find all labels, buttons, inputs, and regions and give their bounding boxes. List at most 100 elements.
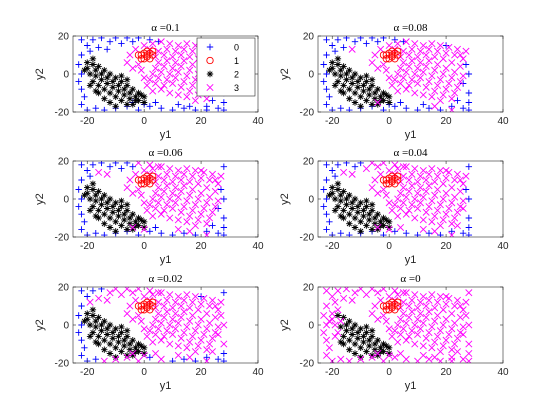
data-point-class-2 — [101, 67, 108, 74]
data-point-class-0 — [78, 70, 85, 78]
data-point-class-3 — [186, 178, 194, 186]
data-point-class-2 — [346, 220, 353, 227]
data-point-class-3 — [325, 317, 333, 325]
data-point-class-2 — [121, 216, 128, 224]
data-point-class-3 — [436, 41, 444, 50]
data-point-class-3 — [416, 59, 424, 67]
data-point-class-3 — [448, 231, 456, 237]
data-point-class-3 — [166, 321, 174, 329]
data-point-class-3 — [174, 91, 182, 99]
data-point-class-3 — [169, 178, 177, 186]
data-point-class-3 — [388, 206, 396, 214]
data-point-class-3 — [416, 298, 424, 306]
data-point-class-3 — [416, 199, 424, 207]
data-point-class-0 — [403, 105, 410, 112]
data-point-class-3 — [206, 193, 214, 201]
data-point-class-3 — [348, 170, 356, 178]
data-point-class-3 — [394, 291, 402, 299]
data-point-class-2 — [385, 99, 393, 106]
data-point-class-0 — [203, 228, 210, 235]
data-point-class-3 — [397, 315, 405, 323]
data-point-class-2 — [81, 192, 88, 199]
data-point-class-2 — [129, 211, 136, 218]
data-point-class-2 — [92, 338, 99, 346]
data-point-class-2 — [363, 222, 370, 229]
data-point-class-2 — [129, 86, 136, 93]
data-point-class-3 — [146, 76, 154, 84]
panel-title: α =0.06 — [149, 147, 183, 159]
data-point-class-2 — [92, 87, 99, 95]
data-point-class-0 — [75, 186, 82, 193]
data-point-class-2 — [106, 321, 114, 329]
data-point-class-3 — [448, 325, 456, 333]
data-point-class-3 — [208, 170, 216, 178]
data-point-class-3 — [397, 330, 405, 339]
data-point-class-2 — [374, 211, 381, 218]
data-point-class-3 — [419, 292, 427, 301]
data-point-class-3 — [368, 310, 376, 318]
data-point-class-3 — [200, 294, 208, 302]
data-point-class-2 — [115, 82, 122, 89]
data-point-class-3 — [451, 68, 459, 76]
data-point-class-3 — [217, 298, 225, 306]
data-point-class-0 — [374, 38, 381, 45]
data-point-class-3 — [462, 311, 470, 320]
data-point-class-3 — [191, 166, 199, 175]
data-point-class-3 — [434, 47, 442, 55]
x-tick-label: 40 — [252, 241, 264, 252]
data-point-class-1 — [134, 51, 143, 59]
data-point-class-3 — [186, 212, 194, 220]
data-point-class-3 — [189, 60, 197, 69]
data-point-class-2 — [383, 91, 390, 99]
data-point-class-0 — [78, 86, 85, 93]
data-point-class-3 — [149, 70, 157, 78]
data-point-class-0 — [465, 195, 473, 203]
data-point-class-3 — [154, 289, 162, 297]
data-point-class-3 — [434, 172, 442, 180]
data-point-class-3 — [436, 97, 444, 105]
data-point-class-2 — [123, 76, 131, 83]
data-point-class-0 — [380, 231, 387, 237]
data-point-class-2 — [360, 338, 367, 346]
data-point-class-2 — [135, 89, 142, 97]
data-point-class-3 — [422, 51, 430, 59]
data-point-class-3 — [414, 53, 422, 61]
data-point-class-3 — [129, 289, 137, 297]
legend-label: 0 — [234, 43, 239, 53]
data-point-class-3 — [448, 357, 456, 363]
data-point-class-2 — [118, 197, 125, 205]
data-point-class-2 — [351, 99, 359, 106]
plot-area — [75, 161, 228, 237]
data-point-class-0 — [459, 80, 467, 87]
data-point-class-2 — [129, 101, 136, 108]
x-tick-label: 0 — [141, 116, 147, 127]
data-point-class-3 — [152, 349, 160, 358]
data-point-class-3 — [399, 325, 407, 333]
data-point-class-3 — [126, 176, 134, 184]
data-point-class-2 — [89, 306, 97, 313]
y-tick-label: -20 — [55, 359, 70, 370]
data-point-class-3 — [442, 315, 450, 323]
data-point-class-3 — [174, 342, 182, 350]
data-point-class-3 — [157, 289, 165, 297]
data-point-class-2 — [101, 95, 108, 102]
data-point-class-3 — [374, 189, 382, 197]
data-point-class-2 — [115, 87, 122, 95]
data-point-class-3 — [462, 298, 470, 306]
data-point-class-2 — [348, 199, 356, 206]
data-point-class-3 — [203, 346, 211, 354]
data-point-class-2 — [101, 220, 108, 227]
data-point-class-0 — [214, 356, 222, 363]
data-point-class-2 — [334, 61, 342, 68]
data-point-class-3 — [453, 208, 461, 216]
data-point-class-3 — [95, 168, 103, 176]
data-point-class-3 — [197, 189, 205, 197]
data-point-class-0 — [220, 106, 228, 112]
data-point-class-0 — [86, 173, 94, 180]
y-axis-label: y2 — [34, 193, 46, 205]
data-point-class-2 — [129, 226, 136, 233]
data-point-class-2 — [385, 350, 393, 357]
data-point-class-0 — [391, 103, 399, 110]
data-point-class-3 — [157, 193, 165, 201]
data-point-class-0 — [340, 44, 347, 51]
